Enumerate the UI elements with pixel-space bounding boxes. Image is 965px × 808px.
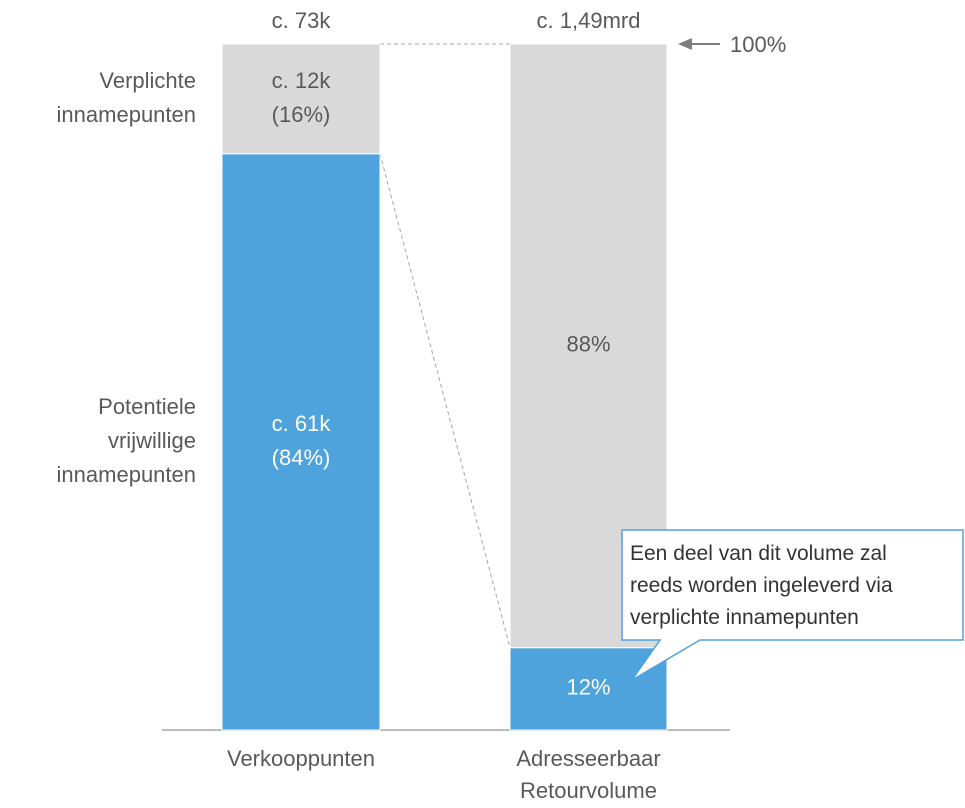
total-label: c. 73k [272,8,332,33]
legend-label: Verplichte innamepunten [57,68,196,127]
value-label: 88% [566,332,610,357]
value-label: 12% [566,675,610,700]
x-tick-label: Verkooppunten [227,746,375,771]
x-tick-label: Adresseerbaar Retourvolume [516,746,660,803]
bar-segment [509,647,668,731]
legend-label: Potentiele vrijwillige innamepunten [57,394,196,487]
connector [379,153,511,648]
bar-segment [221,153,381,731]
value-label: c. 61k (84%) [272,411,332,470]
total-label: c. 1,49mrd [537,8,641,33]
value-label: c. 12k (16%) [272,68,332,127]
bar-segment [509,43,668,649]
callout [621,529,964,681]
arrow-head [678,38,692,50]
bar-segment [221,43,381,155]
annotation: 100% [730,32,786,57]
callout-text: Een deel van dit volume zal reeds worden … [630,542,893,629]
